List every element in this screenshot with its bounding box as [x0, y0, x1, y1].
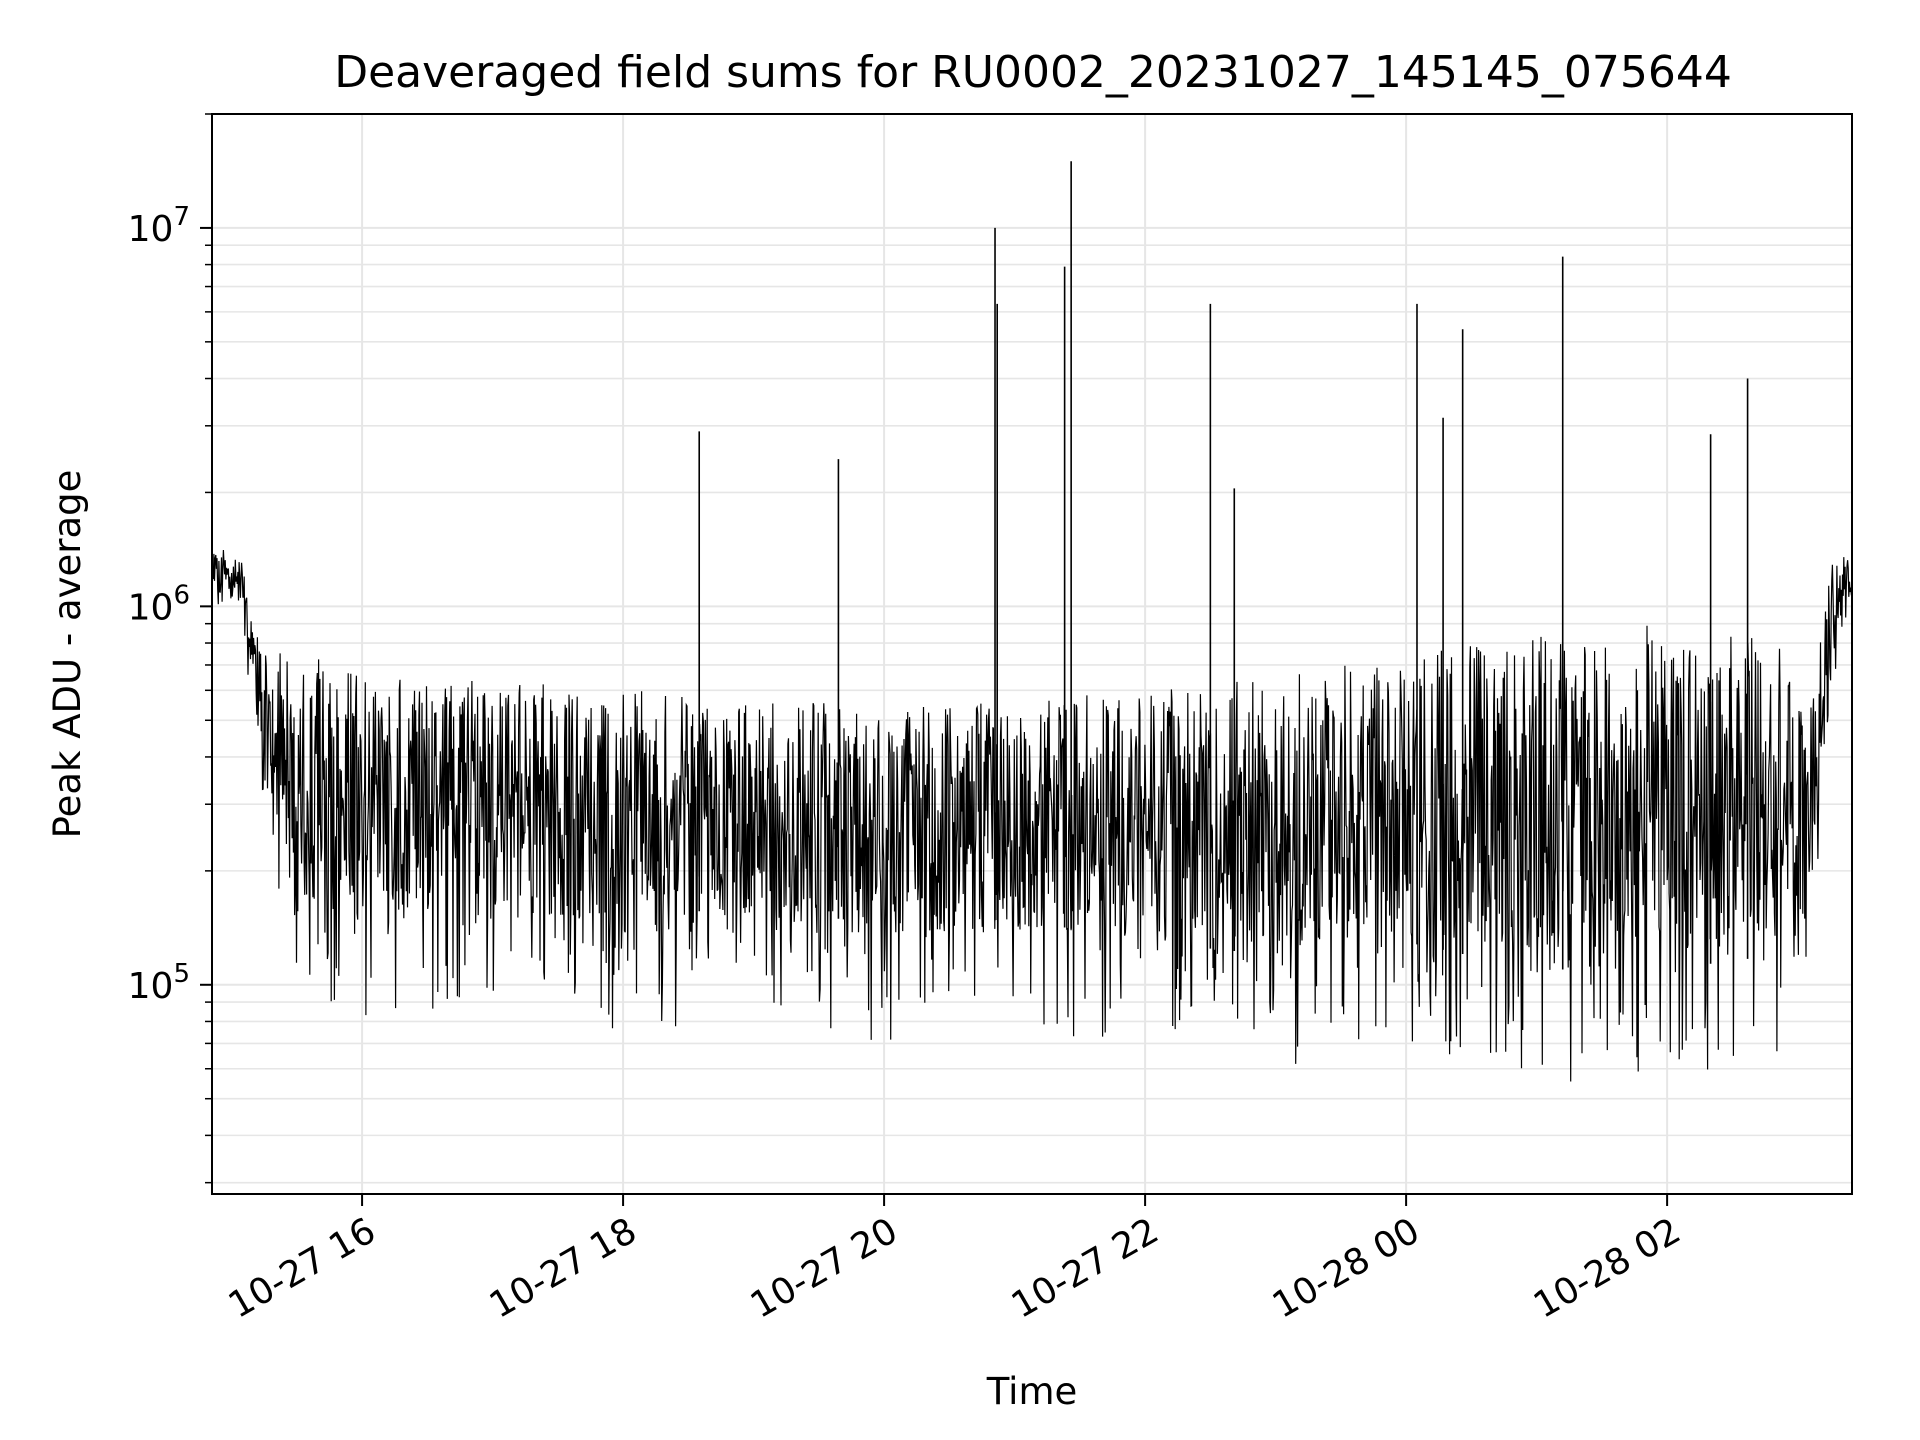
x-tick-label: 10-28 02: [1527, 1210, 1688, 1326]
x-tick-label: 10-27 16: [222, 1210, 383, 1326]
y-tick-label: 106: [128, 580, 190, 628]
x-tick-label: 10-28 00: [1266, 1210, 1427, 1326]
chart-title: Deaveraged field sums for RU0002_2023102…: [334, 47, 1732, 98]
signal-line: [211, 549, 1853, 1082]
x-tick-label: 10-27 20: [744, 1210, 905, 1326]
y-tick-label: 107: [128, 202, 190, 250]
y-tick-label: 105: [128, 959, 190, 1007]
x-tick-label: 10-27 18: [483, 1210, 644, 1326]
y-axis-label: Peak ADU - average: [46, 470, 89, 839]
data-series: [211, 161, 1853, 1082]
plot-frame: [211, 113, 1853, 1195]
x-axis-ticks: 10-27 16 10-27 18 10-27 20 10-27 22 10-28 00…: [222, 1194, 1688, 1327]
x-axis-label: Time: [986, 1370, 1078, 1413]
y-axis-ticks: 105 106 107: [128, 113, 212, 1184]
x-tick-label: 10-27 22: [1005, 1210, 1166, 1326]
